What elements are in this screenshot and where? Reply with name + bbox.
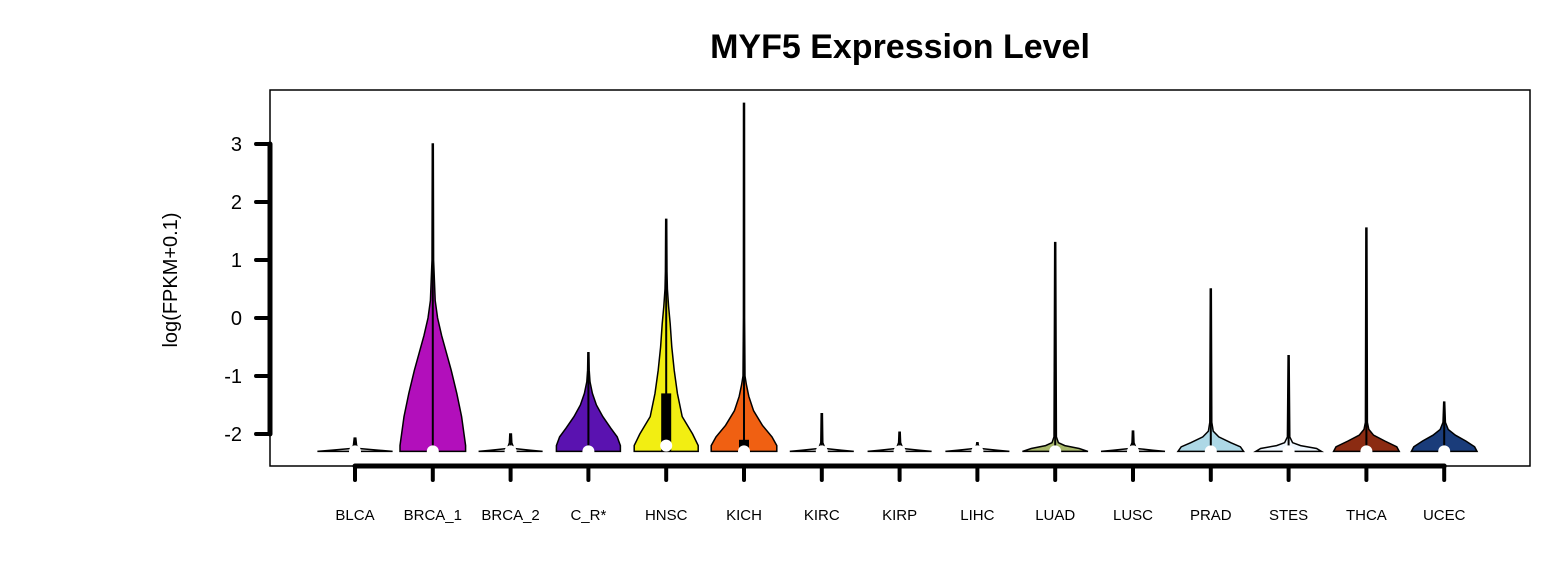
x-tick-label: LUAD [1035,507,1075,524]
y-tick-label: 1 [231,250,242,272]
x-tick-label: PRAD [1190,507,1232,524]
violin-median-dot [971,445,984,458]
violin-c-r- [555,352,622,458]
violin-brca-1 [399,143,467,458]
violin-median-dot [504,445,517,458]
x-tick-label: HNSC [645,507,688,524]
violin-luad [1022,241,1089,458]
x-tick-label: BRCA_2 [481,507,539,524]
violin-median-dot [660,439,673,452]
violin-kirc [789,412,854,458]
violin-kirp [867,431,932,458]
violin-median-dot [738,445,750,458]
x-tick-label: BLCA [335,507,374,524]
y-tick-label: 3 [231,134,242,156]
violins [317,102,1479,458]
violin-median-dot [426,445,439,458]
x-tick-label: UCEC [1423,507,1466,524]
x-tick-label: C_R* [570,507,606,524]
violin-median-dot [815,445,828,458]
x-tick-label: STES [1269,507,1308,524]
violin-median-dot [1049,445,1062,458]
violin-brca-2 [478,433,543,458]
x-tick-label: LUSC [1113,507,1153,524]
violin-lusc [1100,430,1166,458]
violin-median-dot [1282,445,1295,458]
violin-thca [1332,227,1401,458]
violin-median-dot [1360,445,1373,458]
y-tick-label: -1 [224,366,242,388]
violin-iqr-box [661,393,672,452]
x-tick-label: KIRP [882,507,917,524]
x-tick-label: KIRC [804,507,840,524]
violin-hnsc [633,218,699,453]
y-tick-label: 0 [231,308,242,330]
violin-kich [710,102,778,458]
violin-blca [317,437,393,458]
chart-title: MYF5 Expression Level [710,28,1090,66]
y-tick-label: 2 [231,192,242,214]
x-axis: BLCA BRCA_1 BRCA_2 C_R* HNSC KICH KIRC KIRP LIHC… [335,463,1466,524]
violin-median-dot [1438,445,1451,458]
x-tick-label: BRCA_1 [404,507,462,524]
violin-stes [1253,354,1325,458]
violin-lihc [945,441,1010,458]
violin-prad [1176,288,1246,458]
x-tick-label: KICH [726,507,762,524]
violin-median-dot [893,445,906,458]
x-tick-label: LIHC [960,507,994,524]
violin-ucec [1410,401,1479,458]
y-axis-label: log(FPKM+0.1) [160,212,182,347]
x-tick-label: THCA [1346,507,1387,524]
y-axis: -2 -1 0 1 2 3 [224,134,273,446]
violin-median-dot [349,445,361,458]
y-tick-label: -2 [224,424,242,446]
violin-median-dot [582,445,595,458]
violin-median-dot [1127,445,1139,458]
violin-median-dot [1204,445,1217,458]
